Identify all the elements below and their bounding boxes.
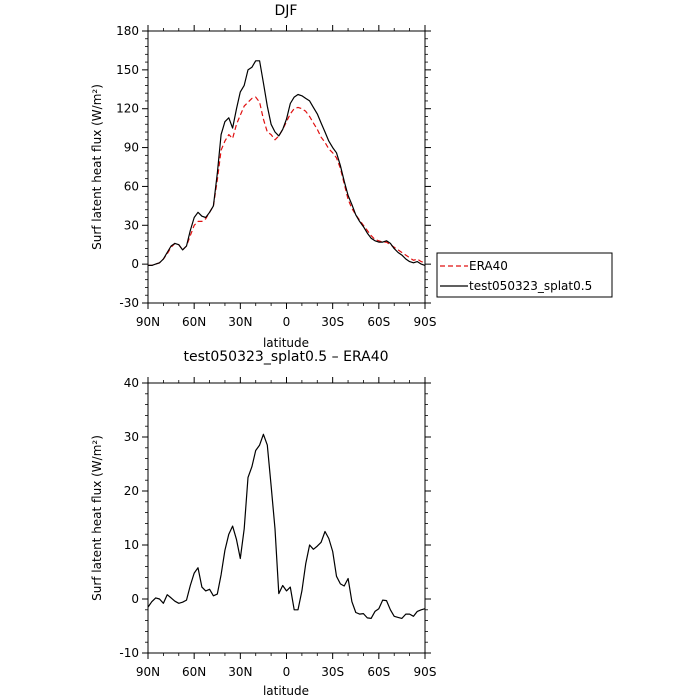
x-tick-label: 90N xyxy=(136,315,160,329)
x-tick-label: 60S xyxy=(367,315,390,329)
y-tick-label: 180 xyxy=(116,24,139,38)
y-tick-label: 40 xyxy=(124,376,139,390)
x-tick-label: 60N xyxy=(182,315,206,329)
legend-label-era40: ERA40 xyxy=(469,259,508,273)
climatology-title: DJF xyxy=(275,3,298,19)
difference-series-line-0 xyxy=(147,433,426,620)
climatology-x-tick-labels: 90N 60N 30N 0 30S 60S 90S xyxy=(136,315,437,329)
y-tick-label: 0 xyxy=(131,257,139,271)
y-tick-label: 0 xyxy=(131,592,139,606)
y-tick-label: 60 xyxy=(124,179,139,193)
legend-box xyxy=(436,252,613,298)
difference-y-axis-title: Surf latent heat flux (W/m²) xyxy=(90,435,104,601)
x-tick-label: 0 xyxy=(283,315,291,329)
difference-series xyxy=(147,433,426,620)
climatology-series-line-0 xyxy=(148,96,426,266)
x-tick-label: 90N xyxy=(136,665,160,679)
legend-label-test050323: test050323_splat0.5 xyxy=(469,279,592,293)
x-tick-label: 60N xyxy=(182,665,206,679)
x-tick-label: 30N xyxy=(228,315,252,329)
y-tick-label: 10 xyxy=(124,538,139,552)
climatology-y-axis-title: Surf latent heat flux (W/m²) xyxy=(90,84,104,250)
y-tick-label: -10 xyxy=(119,646,139,660)
climatology-y-tick-labels: -30 0 30 60 90 120 150 180 xyxy=(116,24,139,310)
difference-x-axis-title: latitude xyxy=(263,684,309,698)
y-tick-label: 30 xyxy=(124,430,139,444)
climatology-plot-frame xyxy=(147,30,426,304)
x-tick-label: 30S xyxy=(321,315,344,329)
y-tick-label: 150 xyxy=(116,63,139,77)
x-tick-label: 90S xyxy=(414,665,437,679)
y-tick-label: -30 xyxy=(119,296,139,310)
x-tick-label: 30N xyxy=(228,665,252,679)
climatology-x-axis-title: latitude xyxy=(263,336,309,350)
difference-y-tick-labels: -10 0 10 20 30 40 xyxy=(119,376,139,660)
climatology-series xyxy=(148,60,426,266)
legend: ERA40 test050323_splat0.5 xyxy=(436,252,613,298)
difference-x-tick-labels: 90N 60N 30N 0 30S 60S 90S xyxy=(136,665,437,679)
climatology-series-line-1 xyxy=(148,60,426,266)
y-tick-label: 90 xyxy=(124,141,139,155)
difference-title: test050323_splat0.5 – ERA40 xyxy=(183,349,388,365)
x-tick-label: 0 xyxy=(283,665,291,679)
x-tick-label: 90S xyxy=(414,315,437,329)
y-tick-label: 20 xyxy=(124,484,139,498)
y-tick-label: 30 xyxy=(124,218,139,232)
x-tick-label: 30S xyxy=(321,665,344,679)
climatology-ticks xyxy=(142,25,431,309)
difference-panel: test050323_splat0.5 – ERA40 -10 0 10 20 30 40… xyxy=(90,349,436,698)
y-tick-label: 120 xyxy=(116,102,139,116)
climatology-panel: DJF -30 0 30 60 90 120 150 180 90N 60N 30N 0 30S 60S… xyxy=(90,3,436,350)
difference-plot-frame xyxy=(147,382,426,654)
x-tick-label: 60S xyxy=(367,665,390,679)
